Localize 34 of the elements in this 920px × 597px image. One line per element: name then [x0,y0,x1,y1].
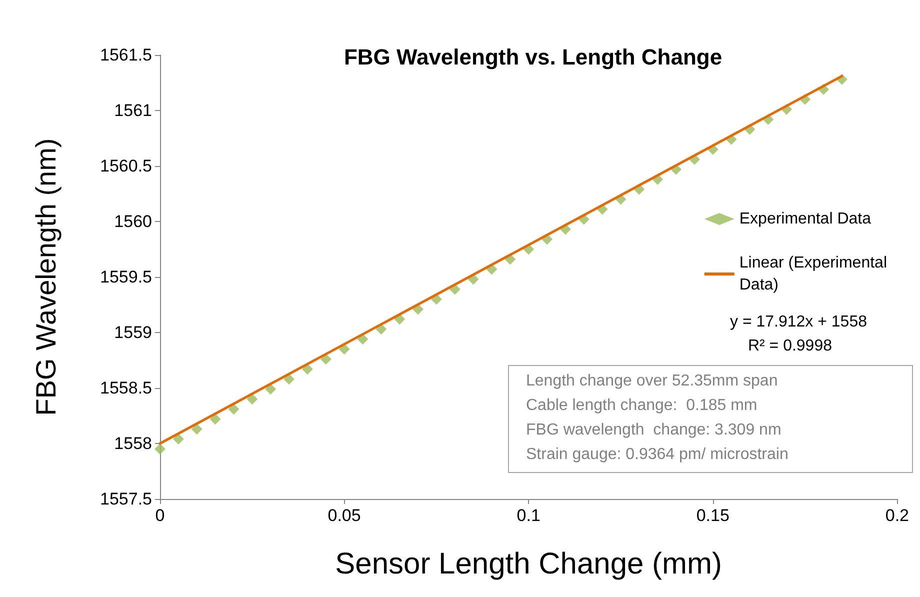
y-tick-label: 1559.5 [100,268,152,286]
y-tick-label: 1560.5 [100,156,152,176]
point [154,444,166,455]
chart-title: FBG Wavelength vs. Length Change [344,44,722,70]
point [191,424,202,435]
point [210,414,221,425]
y-tick-label: 1561 [114,101,152,120]
point [246,394,258,405]
x-axis-title: Sensor Length Change (mm) [335,548,722,580]
x-tick-label: 0.15 [696,506,730,525]
x-tick-label: 0.1 [516,506,540,525]
x-tick-label: 0.2 [885,506,910,525]
y-tick-label: 1557.5 [100,490,152,508]
legend-label: Linear (Experimental Data) [739,254,887,294]
y-tick-label: 1558.5 [100,378,152,398]
legend-label: Experimental Data [739,210,872,228]
x-tick-label: 0.05 [328,506,361,525]
annotation: Strain gauge: 0.9364 pm/ microstrain [526,446,788,463]
point [265,384,276,395]
point [284,374,295,385]
point [172,434,184,445]
x-tick-label: 0 [155,506,165,525]
y-tick-label: 1559 [114,323,152,342]
annotation: Length change over 52.35mm span [526,372,778,390]
annotation: FBG wavelength change: 3.309 nm [526,422,782,438]
y-tick-label: 1558 [114,434,152,453]
point [302,364,313,375]
y-tick-label: 1561.5 [100,46,152,64]
annotation: Cable length change: 0.185 mm [526,397,758,414]
point [228,404,240,415]
annotation: R² = 0.9998 [748,338,832,354]
y-axis-title: FBG Wavelength (nm) [30,138,62,416]
annotation: y = 17.912x + 1558 [730,314,868,330]
y-tick-label: 1560 [114,212,152,231]
